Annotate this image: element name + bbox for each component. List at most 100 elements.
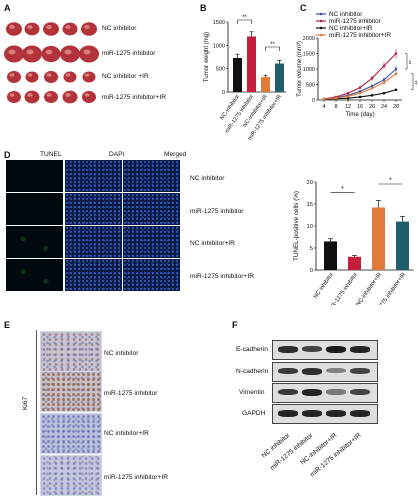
merged-micrograph	[123, 160, 180, 192]
data-point	[370, 77, 374, 80]
tumor-sample	[62, 90, 78, 104]
protein-band	[302, 389, 322, 396]
tumor-highlight	[46, 93, 52, 97]
tumor-highlight	[65, 25, 71, 29]
panel-d-row-label: NC inhibitor	[190, 175, 225, 182]
y-tick-label: 10	[307, 224, 313, 230]
tumor-sample	[44, 71, 58, 83]
significance-mark: **	[405, 60, 411, 65]
x-tick-label: 28	[393, 104, 399, 110]
x-tick-label: 12	[345, 104, 351, 110]
data-point	[382, 78, 386, 82]
tumor-sample	[7, 91, 21, 103]
tunel-micrograph	[6, 259, 63, 291]
protein-band	[278, 410, 298, 417]
y-axis-title: TUNEL-positive cells (%)	[293, 191, 300, 261]
data-point	[358, 90, 362, 93]
bar	[348, 256, 361, 270]
significance-bracket	[265, 46, 280, 51]
tumor-sample	[82, 91, 96, 103]
x-tick-label: 4	[322, 104, 325, 110]
panel-e-row-label: miR-1275 inhibitor	[104, 390, 158, 397]
tumor-highlight	[9, 25, 15, 29]
bar	[372, 207, 385, 270]
panel-e-row-label: miR-1275 inhibitor+IR	[104, 474, 168, 481]
data-point	[346, 94, 350, 98]
tumor-sample	[82, 71, 96, 83]
tumor-highlight	[84, 25, 90, 29]
tumor-sample	[24, 90, 40, 104]
y-tick-label: 20	[307, 180, 313, 186]
protein-band	[350, 346, 370, 353]
y-tick-label: 0	[222, 90, 225, 96]
tumor-highlight	[65, 93, 71, 97]
ki67-label: Ki67	[22, 396, 29, 410]
tumor-volume-chart: 0 500 1000 1500 2000 4 8 12 16 20 24 28 Time (day) Tu…	[297, 11, 417, 118]
significance-mark: **	[411, 80, 417, 85]
protein-band	[326, 410, 346, 417]
panel-a-row-label: NC inhibitor +IR	[102, 73, 149, 80]
dapi-micrograph	[65, 226, 122, 258]
legend-marker	[319, 33, 323, 37]
protein-band	[278, 346, 298, 353]
blot-label-e-cadherin: E-cadherin	[236, 346, 268, 353]
column-label-tunel: TUNEL	[40, 151, 62, 158]
x-axis-title: Time (day)	[345, 111, 374, 118]
dapi-micrograph	[65, 193, 122, 225]
tumor-sample	[25, 71, 39, 83]
tumor-highlight	[65, 73, 71, 77]
x-tick-label: NC-inhibitor+IR	[355, 272, 383, 305]
protein-band	[326, 346, 346, 353]
data-point	[370, 86, 374, 90]
tumor-highlight	[84, 93, 90, 97]
panel-d-row-label: NC inhibitor+IR	[190, 240, 235, 247]
data-point	[358, 95, 362, 99]
protein-band	[326, 368, 346, 374]
ki67-ihc-image	[40, 371, 102, 412]
significance-mark: **	[270, 42, 275, 48]
y-tick-label: 0	[310, 268, 313, 274]
protein-band	[350, 368, 370, 375]
column-label-merged: Merged	[164, 151, 187, 158]
legend-marker	[319, 12, 323, 16]
panel-b-label: B	[200, 3, 207, 13]
tumor-highlight	[27, 73, 33, 77]
protein-band	[350, 389, 370, 396]
y-tick-label: 2000	[303, 36, 315, 42]
protein-band	[302, 410, 322, 417]
y-axis-title: Tumor volume (mm³)	[297, 41, 303, 97]
data-point	[334, 96, 338, 100]
blot-strip	[272, 340, 378, 360]
ki67-ihc-image	[40, 413, 102, 454]
data-point	[370, 94, 374, 97]
protein-band	[278, 368, 298, 375]
y-tick-label: 0	[312, 98, 315, 104]
blot-strip	[272, 383, 378, 403]
data-point	[322, 97, 326, 101]
tumor-highlight	[26, 49, 34, 55]
tumor-sample	[81, 22, 97, 36]
y-tick-label: 500	[306, 83, 315, 89]
tumor-sample	[44, 91, 58, 103]
significance-mark: *	[341, 186, 344, 193]
legend-marker	[319, 26, 323, 30]
significance-mark: **	[242, 15, 247, 21]
significance-mark: *	[389, 178, 392, 185]
panel-a-row-label: NC inhibitor	[102, 25, 137, 32]
protein-band	[326, 389, 346, 395]
bar	[233, 57, 242, 92]
legend-label: miR-1275 inhibitor+IR	[329, 32, 391, 39]
panel-c-label: C	[300, 3, 307, 13]
y-tick-label: 1500	[303, 52, 315, 58]
x-tick-label: 8	[334, 104, 337, 110]
tumor-photo	[4, 22, 99, 104]
protein-band	[302, 346, 322, 353]
panel-a-row-label: miR-1275 inhibitor+IR	[102, 94, 166, 101]
panel-e-row-label: NC inhibitor+IR	[104, 430, 149, 437]
data-point	[358, 86, 362, 89]
blot-label-vimentin: Vimentin	[239, 389, 265, 396]
x-tick-label: NC inhibitor	[313, 272, 335, 300]
tunel-micrograph	[6, 193, 63, 225]
data-point	[370, 84, 374, 88]
protein-band	[350, 410, 370, 417]
